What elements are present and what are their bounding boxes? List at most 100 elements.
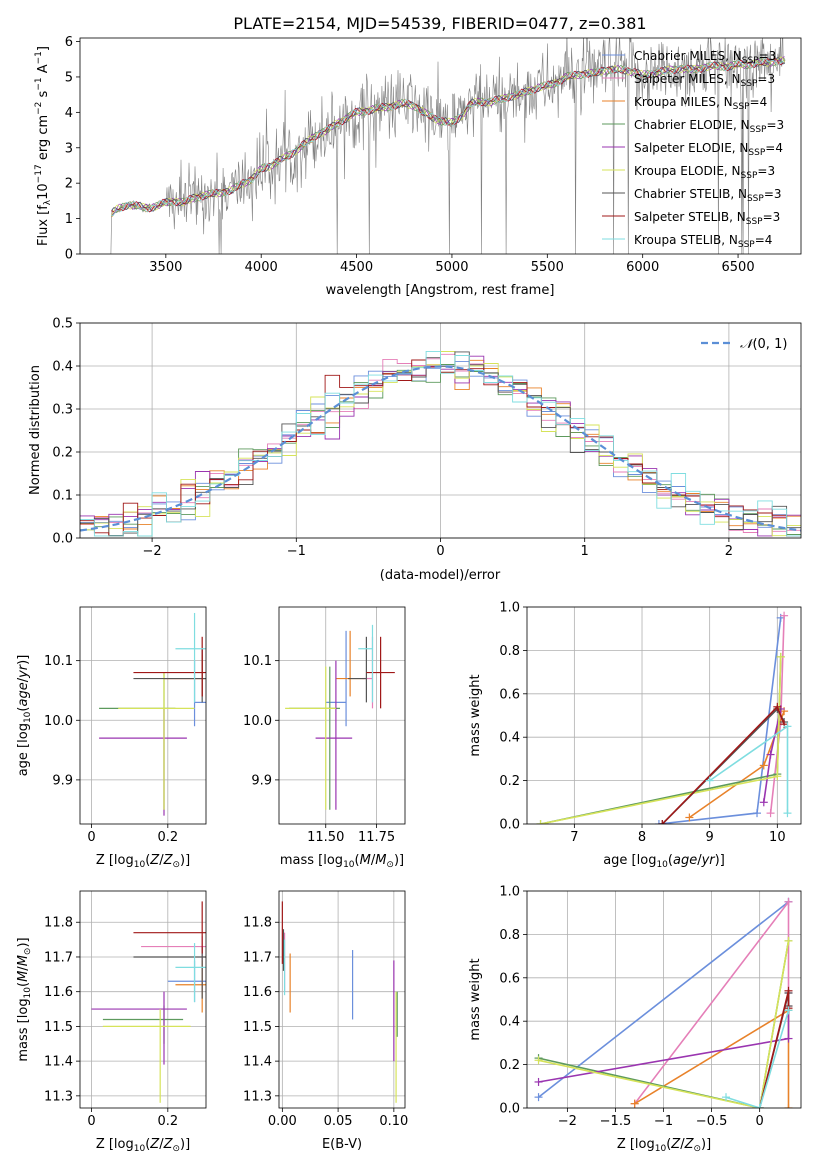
x-tick-label: −2 <box>143 544 162 559</box>
y-tick-label: 0.6 <box>499 971 520 986</box>
legend-label: Chabrier MILES, NSSP=3 <box>634 49 776 66</box>
x-axis-label: Z [log10(Z/Z⊙)] <box>617 1137 711 1154</box>
y-tick-label: 6 <box>65 35 73 50</box>
y-tick-label: 11.3 <box>44 1089 73 1104</box>
axes-frame <box>526 890 802 1109</box>
weight-line <box>758 990 790 1108</box>
x-axis-label: age [log10(age/yr)] <box>603 853 725 870</box>
y-axis-label: Normed distribution <box>28 365 43 495</box>
x-tick-label: 5000 <box>435 260 468 275</box>
x-tick-label: 0.00 <box>268 1114 297 1129</box>
legend-sub: SSP <box>738 240 755 250</box>
axes-age_vs_mass: 11.50 11.75 9.9 10.0 10.1 mass [log10(M/M⊙)] <box>243 606 406 870</box>
weight-line <box>661 707 785 824</box>
errorbar-kroupa-elodie <box>285 666 336 810</box>
y-tick-label: 0.2 <box>499 774 520 789</box>
legend-rest: =3 <box>757 72 775 86</box>
x-tick-label: 0 <box>436 544 444 559</box>
axes-mass_vs_Z: 0 0.2 11.3 11.4 11.5 11.6 11.7 11.8 Z [log10(Z/Z… <box>16 890 207 1154</box>
x-tick-label: 11.50 <box>307 830 344 845</box>
weight-series-kroupa-stelib <box>705 722 792 818</box>
legend-rest: =3 <box>766 118 784 132</box>
y-tick-label: 11.8 <box>44 916 73 931</box>
weight-series-kroupa-elodie <box>534 936 793 1108</box>
weight-series-kroupa-miles <box>685 707 789 822</box>
legend-sub: SSP <box>741 79 758 89</box>
y-tick-label: 11.7 <box>243 950 272 965</box>
errorbar-chabrier-stelib <box>348 636 367 703</box>
y-tick-label: 0.5 <box>52 317 73 332</box>
y-tick-label: 10.1 <box>243 654 272 669</box>
x-tick-label: 0.2 <box>157 1114 178 1129</box>
legend-label: Salpeter STELIB, NSSP=3 <box>634 210 780 227</box>
normal-legend-label: 𝒩(0, 1) <box>740 337 787 352</box>
x-tick-label: 4000 <box>245 260 278 275</box>
spectrum-legend: Chabrier MILES, NSSP=3 Salpeter MILES, NS… <box>602 49 784 250</box>
y-tick-label: 0.2 <box>52 446 73 461</box>
y-tick-label: 0.4 <box>499 1015 520 1030</box>
y-tick-label: 9.9 <box>251 773 272 788</box>
x-tick-label: 10 <box>769 830 786 845</box>
y-tick-label: 0.1 <box>52 489 73 504</box>
legend-sub: SSP <box>742 56 759 66</box>
legend-label: Kroupa STELIB, NSSP=4 <box>634 233 772 250</box>
plot-area <box>536 611 792 824</box>
x-tick-label: 9 <box>706 830 714 845</box>
plot-area <box>80 350 801 537</box>
errorbar-salpeter-elodie <box>315 660 353 810</box>
axes-spectrum: 3500 4000 4500 5000 5500 6000 6500 0 1 2 3 4 5 6 Chabr… <box>34 35 802 298</box>
x-axis-label: Z [log10(Z/Z⊙)] <box>96 853 190 870</box>
legend-label: Salpeter ELODIE, NSSP=4 <box>634 141 783 158</box>
errorbar-chabrier-miles <box>167 960 206 1003</box>
y-tick-label: 10.0 <box>44 714 73 729</box>
plot-area <box>534 897 793 1108</box>
y-tick-label: 0.6 <box>499 687 520 702</box>
errorbar-chabrier-miles <box>193 660 206 727</box>
errorbar-kroupa-stelib <box>175 943 206 1003</box>
plot-area <box>91 901 206 1103</box>
y-tick-label: 4 <box>65 106 73 121</box>
plot-area <box>99 612 206 816</box>
y-tick-label: 11.6 <box>243 985 272 1000</box>
errorbar-kroupa-elodie <box>102 1009 191 1103</box>
weight-line <box>538 940 790 1108</box>
x-tick-label: −2 <box>558 1114 577 1129</box>
y-tick-label: 0 <box>65 248 73 263</box>
y-tick-label: 0.2 <box>499 1058 520 1073</box>
legend-label: Kroupa MILES, NSSP=4 <box>634 95 767 112</box>
legend-rest: =3 <box>763 210 781 224</box>
y-tick-label: 3 <box>65 141 73 156</box>
hist-step-kroupa-stelib <box>80 350 801 537</box>
errorbar-salpeter-stelib <box>133 901 206 954</box>
x-tick-label: 7 <box>570 830 578 845</box>
legend-label: Kroupa ELODIE, NSSP=3 <box>634 164 775 181</box>
errorbar-salpeter-elodie <box>91 991 187 1065</box>
axes-age_vs_Z: 0 0.2 9.9 10.0 10.1 Z [log10(Z/Z⊙)] age [log10… <box>16 606 207 870</box>
model-line-kroupa-stelib <box>111 58 785 217</box>
axes-frame <box>79 606 207 825</box>
y-axis-label: age [log10(age/yr)] <box>16 655 33 777</box>
y-tick-label: 11.8 <box>243 916 272 931</box>
axes-frame <box>79 890 207 1109</box>
legend-rest: =3 <box>764 187 782 201</box>
weight-series-chabrier-miles <box>654 613 785 824</box>
y-tick-label: 11.4 <box>243 1055 272 1070</box>
legend-label: Chabrier ELODIE, NSSP=3 <box>634 118 784 135</box>
x-axis-label: E(B-V) <box>322 1137 362 1152</box>
x-tick-label: 0 <box>87 830 95 845</box>
y-tick-label: 0.4 <box>52 360 73 375</box>
x-axis-label: Z [log10(Z/Z⊙)] <box>96 1137 190 1154</box>
legend-label: Chabrier STELIB, NSSP=3 <box>634 187 782 204</box>
legend-sub: SSP <box>747 194 764 204</box>
y-tick-label: 1.0 <box>499 601 520 616</box>
model-line-chabrier-stelib <box>111 57 785 212</box>
model-line-salpeter-stelib <box>111 58 785 213</box>
errorbar-kroupa-stelib <box>358 624 374 703</box>
weight-series-kroupa-stelib <box>722 1006 793 1108</box>
y-tick-label: 1 <box>65 212 73 227</box>
y-axis-label: mass weight <box>468 674 483 756</box>
legend-rest: =4 <box>750 95 768 109</box>
y-axis-label: Flux [fλ10−17 erg cm−2 s−1 A−1] <box>34 46 53 246</box>
legend-sub: SSP <box>741 171 758 181</box>
